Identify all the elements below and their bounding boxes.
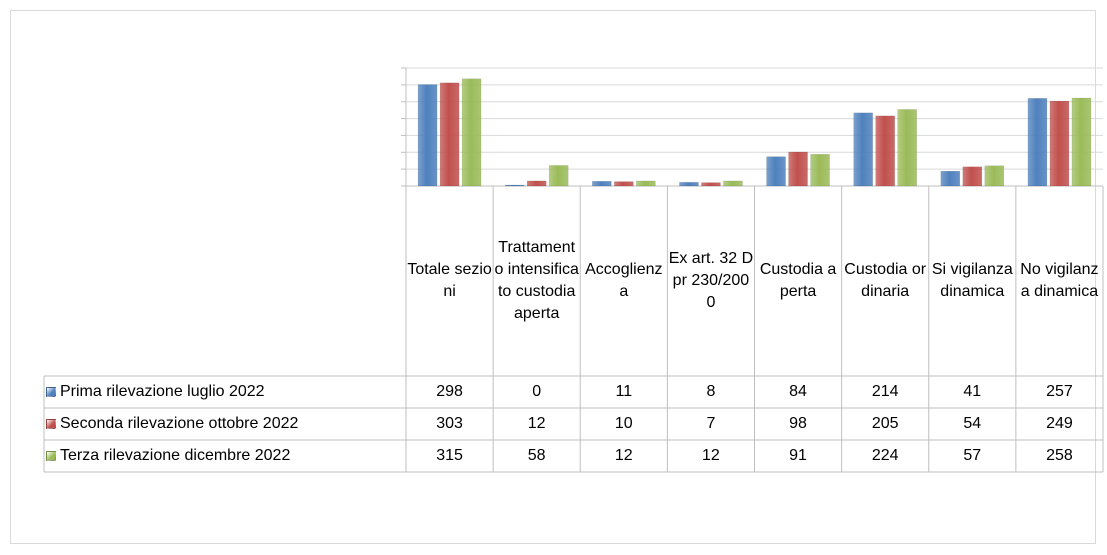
bar xyxy=(614,181,634,187)
table-value: 54 xyxy=(963,415,982,432)
bar xyxy=(679,182,699,187)
bar xyxy=(1071,97,1092,187)
bar xyxy=(1049,100,1070,187)
category-label: Ex art. 32 Dpr 230/2000 xyxy=(668,250,754,311)
category-label: Totale sezioni xyxy=(407,261,492,300)
table-value: 257 xyxy=(1046,383,1073,400)
category-label: Si vigilanza dinamica xyxy=(931,261,1013,300)
bar xyxy=(788,151,808,187)
bar xyxy=(461,78,482,187)
legend-label: Terza rilevazione dicembre 2022 xyxy=(60,447,291,464)
table-value: 98 xyxy=(789,415,807,432)
bar xyxy=(1027,98,1048,187)
table-value: 12 xyxy=(614,447,633,464)
table-value: 214 xyxy=(871,383,899,400)
bar xyxy=(526,180,547,187)
category-label: No vigilanza dinamica xyxy=(1020,261,1099,300)
table-value: 315 xyxy=(436,447,463,464)
table-value: 91 xyxy=(789,447,807,464)
bar xyxy=(766,156,786,187)
table-value: 12 xyxy=(702,447,720,464)
bar xyxy=(439,82,460,187)
table-value: 258 xyxy=(1046,447,1073,464)
chart-border xyxy=(10,10,1096,544)
legend-entry: Seconda rilevazione ottobre 2022 xyxy=(46,408,298,440)
table-value: 303 xyxy=(436,415,463,432)
table-value: 224 xyxy=(871,447,899,464)
bar xyxy=(504,184,525,187)
table-value: 11 xyxy=(615,383,633,400)
table-value: 10 xyxy=(614,415,633,432)
category-label: Custodia ordinaria xyxy=(844,261,927,300)
bar xyxy=(548,165,569,187)
category-label: Trattamento intensificato custodia apert… xyxy=(494,239,579,322)
legend-label: Seconda rilevazione ottobre 2022 xyxy=(60,415,299,432)
bar xyxy=(984,165,1005,187)
category-label: Accoglienza xyxy=(585,261,663,300)
bar xyxy=(701,182,721,187)
bar xyxy=(853,112,873,187)
bar xyxy=(810,154,830,187)
bar xyxy=(897,109,917,187)
table-value: 57 xyxy=(963,447,982,464)
table-value: 298 xyxy=(436,383,463,400)
bar xyxy=(723,180,743,187)
bar xyxy=(636,180,656,187)
bar xyxy=(962,166,983,187)
category-label: Custodia aperta xyxy=(759,261,837,300)
table-value: 249 xyxy=(1046,415,1073,432)
table-value: 0 xyxy=(532,383,542,400)
legend-key xyxy=(46,419,56,429)
table-value: 8 xyxy=(706,383,716,400)
legend-entry: Terza rilevazione dicembre 2022 xyxy=(46,440,290,472)
table-value: 58 xyxy=(527,447,546,464)
bar xyxy=(875,115,895,187)
legend-key xyxy=(46,451,56,461)
legend-key xyxy=(46,387,56,397)
bar xyxy=(417,84,438,187)
bar xyxy=(592,181,612,187)
bar xyxy=(940,170,961,187)
table-value: 7 xyxy=(706,415,716,432)
table-value: 84 xyxy=(789,383,807,400)
table-value: 41 xyxy=(963,383,982,400)
table-value: 12 xyxy=(527,415,546,432)
legend-entry: Prima rilevazione luglio 2022 xyxy=(46,376,265,408)
legend-label: Prima rilevazione luglio 2022 xyxy=(60,383,265,400)
table-value: 205 xyxy=(871,415,899,432)
